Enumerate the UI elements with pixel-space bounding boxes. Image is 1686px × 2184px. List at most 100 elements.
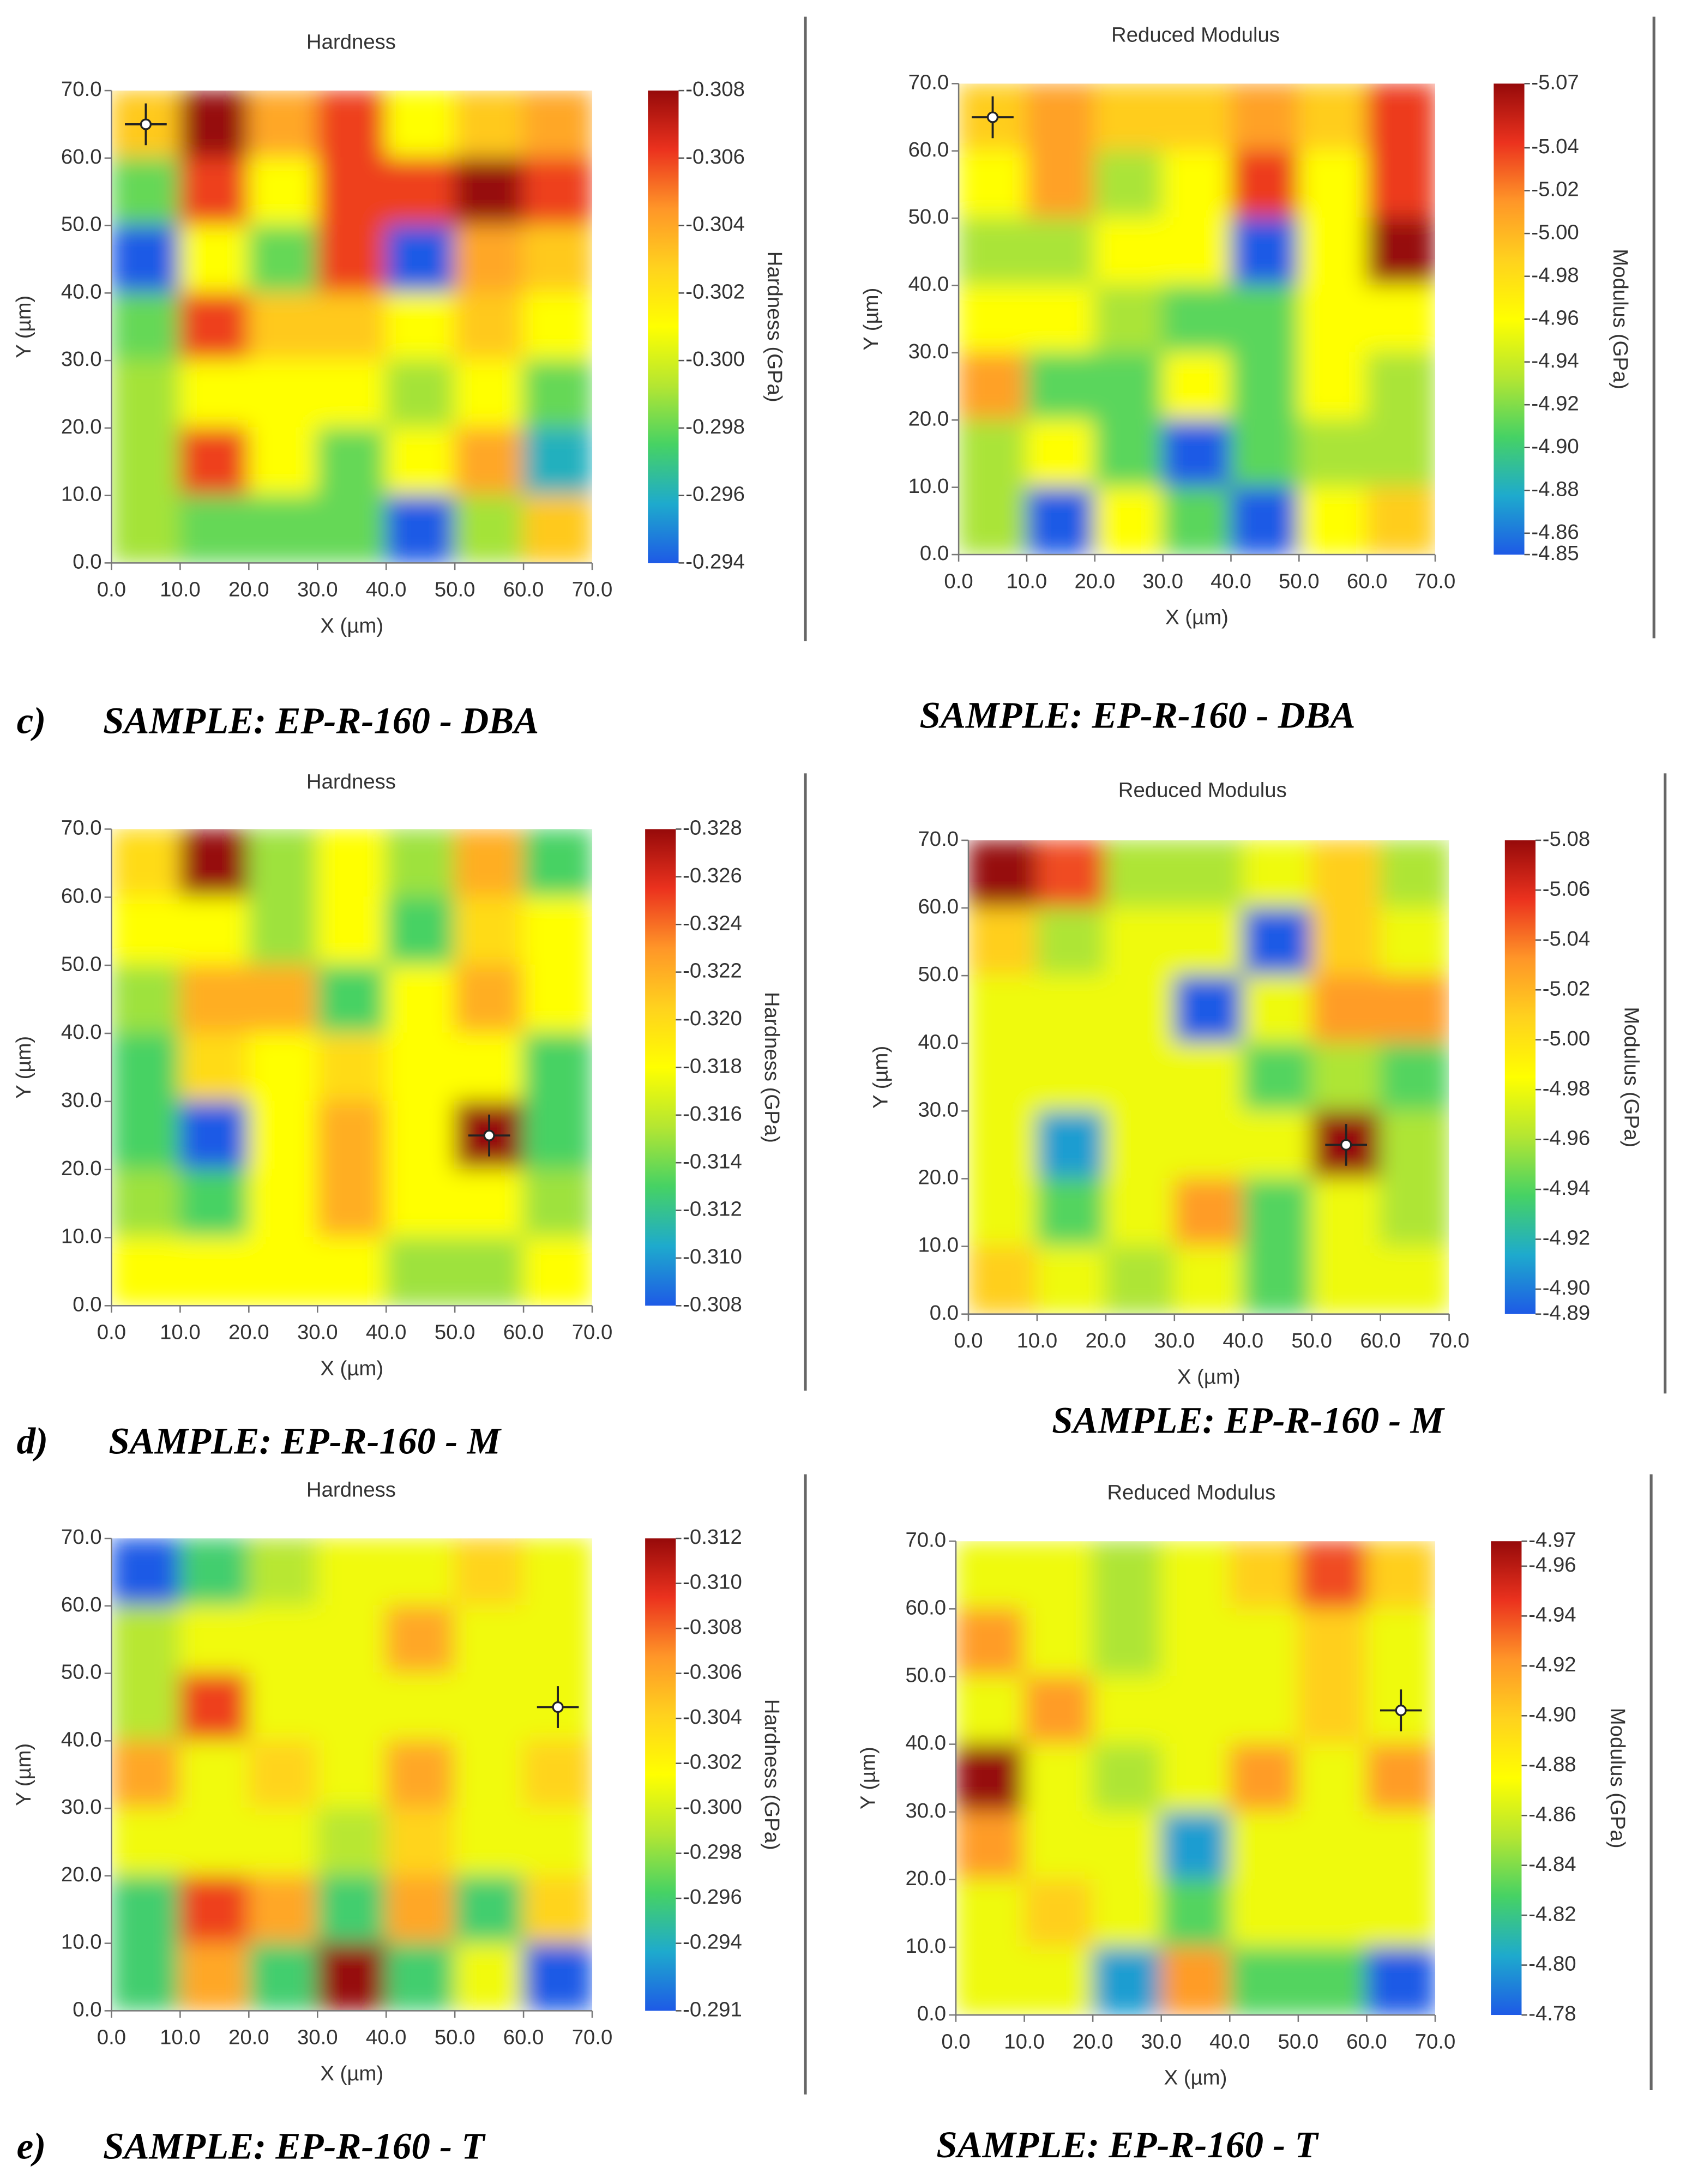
chart-title: Hardness: [306, 1478, 396, 1501]
heatmap-cell: [248, 495, 318, 563]
heatmap-cell: [179, 1807, 250, 1877]
heatmap-cell: [968, 1178, 1038, 1247]
colorbar-tick-label: -0.308: [685, 77, 745, 101]
heatmap-cell: [316, 1032, 387, 1103]
cursor-ring: [483, 1129, 495, 1141]
x-tick-label: 40.0: [366, 2026, 407, 2049]
colorbar-label: Hardness (GPa): [760, 1699, 784, 1850]
heatmap-cell: [522, 292, 593, 362]
heatmap-cell: [1380, 1110, 1449, 1180]
heatmap-cell: [955, 1946, 1025, 2015]
x-tick-label: 20.0: [1073, 2030, 1113, 2053]
heatmap-cell: [959, 150, 1028, 219]
heatmap-cell: [1380, 1178, 1449, 1247]
heatmap-cell: [454, 359, 525, 429]
heatmap-cell: [385, 1942, 456, 2011]
heatmap-cell: [111, 1538, 181, 1607]
heatmap-cell: [111, 1875, 181, 1944]
colorbar-tick-label: -4.94: [1531, 349, 1579, 372]
colorbar-tick-label: -0.310: [683, 1245, 742, 1268]
heatmap-cell: [179, 1875, 250, 1944]
heatmap-cell: [111, 1169, 181, 1238]
heatmap-cell: [179, 1942, 250, 2011]
heatmap-cell: [1105, 1178, 1176, 1247]
colorbar-tick-label: -0.302: [683, 1750, 742, 1774]
heatmap-cell: [955, 1541, 1025, 1610]
heatmap-cell: [522, 1807, 593, 1877]
y-axis-label: Y (µm): [12, 1743, 35, 1806]
heatmap-cell: [179, 1100, 250, 1170]
colorbar: [1491, 1541, 1522, 2015]
heatmap-cell: [1366, 1811, 1436, 1881]
heatmap-cell: [1366, 1541, 1436, 1610]
heatmap-cell: [248, 1740, 318, 1809]
heatmap-cell: [248, 1237, 318, 1306]
y-tick-label: 70.0: [905, 1528, 946, 1551]
colorbar-tick-label: -0.324: [683, 911, 742, 935]
y-tick-label: 50.0: [918, 962, 959, 986]
x-tick-label: 30.0: [1154, 1329, 1195, 1352]
y-tick-label: 50.0: [61, 952, 102, 976]
heatmap-cell: [1094, 352, 1164, 421]
heatmap-cell: [385, 897, 456, 966]
x-tick-label: 30.0: [1142, 569, 1183, 593]
colorbar-tick-label: -4.92: [1528, 1653, 1576, 1676]
colorbar-tick-label: -0.316: [683, 1102, 742, 1126]
colorbar-tick-label: -0.308: [683, 1292, 742, 1316]
colorbar-tick-label: -4.96: [1543, 1127, 1590, 1150]
heatmap-cell: [316, 1740, 387, 1809]
heatmap-cell: [385, 292, 456, 362]
colorbar-tick-label: -0.294: [685, 550, 745, 573]
heatmap-cell: [1023, 1811, 1094, 1881]
colorbar-tick-label: -0.296: [685, 483, 745, 506]
caption: SAMPLE: EP-R-160 - DBA: [920, 694, 1356, 736]
heatmap-cell: [179, 427, 250, 496]
heatmap-cell: [454, 1942, 525, 2011]
x-tick-label: 60.0: [1346, 2030, 1387, 2053]
y-tick-label: 70.0: [61, 816, 102, 840]
heatmap-cell: [1229, 1811, 1299, 1881]
y-tick-label: 20.0: [61, 415, 102, 438]
heatmap-cell: [955, 1743, 1025, 1813]
y-tick-label: 70.0: [908, 70, 949, 94]
caption: SAMPLE: EP-R-160 - M: [1052, 1399, 1445, 1441]
heatmap-cell: [248, 1032, 318, 1103]
heatmap-cell: [385, 225, 456, 294]
y-tick-label: 0.0: [920, 542, 949, 565]
colorbar-tick-label: -4.86: [1531, 520, 1579, 544]
heatmap-cell: [522, 225, 593, 294]
heatmap-cell: [385, 829, 456, 898]
colorbar-label: Hardness (GPa): [763, 251, 786, 402]
heatmap-cell: [248, 1169, 318, 1238]
heatmap-cell: [1229, 1608, 1299, 1677]
colorbar-tick-label: -0.320: [683, 1007, 742, 1030]
heatmap-cell: [385, 495, 456, 563]
heatmap-cell: [316, 157, 387, 226]
x-tick-label: 20.0: [1074, 569, 1115, 593]
heatmap-cell: [1298, 83, 1368, 152]
heatmap-cell: [968, 1042, 1038, 1112]
heatmap-cell: [522, 1100, 593, 1170]
heatmap-cell: [111, 1605, 181, 1674]
heatmap-cell: [179, 829, 250, 898]
x-tick-label: 10.0: [1004, 2030, 1045, 2053]
heatmap-cell: [179, 964, 250, 1034]
y-tick-label: 20.0: [61, 1863, 102, 1886]
heatmap-cell: [522, 897, 593, 966]
heatmap-cell: [1229, 1879, 1299, 1948]
heatmap-cell: [454, 1237, 525, 1306]
x-tick-label: 30.0: [1141, 2030, 1182, 2053]
panel-label: d): [17, 1421, 48, 1462]
heatmap-cell: [1230, 217, 1300, 286]
heatmap-cell: [522, 1605, 593, 1674]
heatmap-cell: [1297, 1879, 1368, 1948]
heatmap-cell: [1298, 486, 1368, 555]
chart-title: Reduced Modulus: [1111, 23, 1280, 47]
colorbar-tick-label: -5.02: [1543, 977, 1590, 1000]
heatmap-cell: [111, 1807, 181, 1877]
heatmap-cell: [385, 1740, 456, 1809]
heatmap-cell: [1162, 83, 1232, 152]
heatmap-area: [111, 1538, 593, 2011]
heatmap-cell: [454, 1672, 525, 1742]
